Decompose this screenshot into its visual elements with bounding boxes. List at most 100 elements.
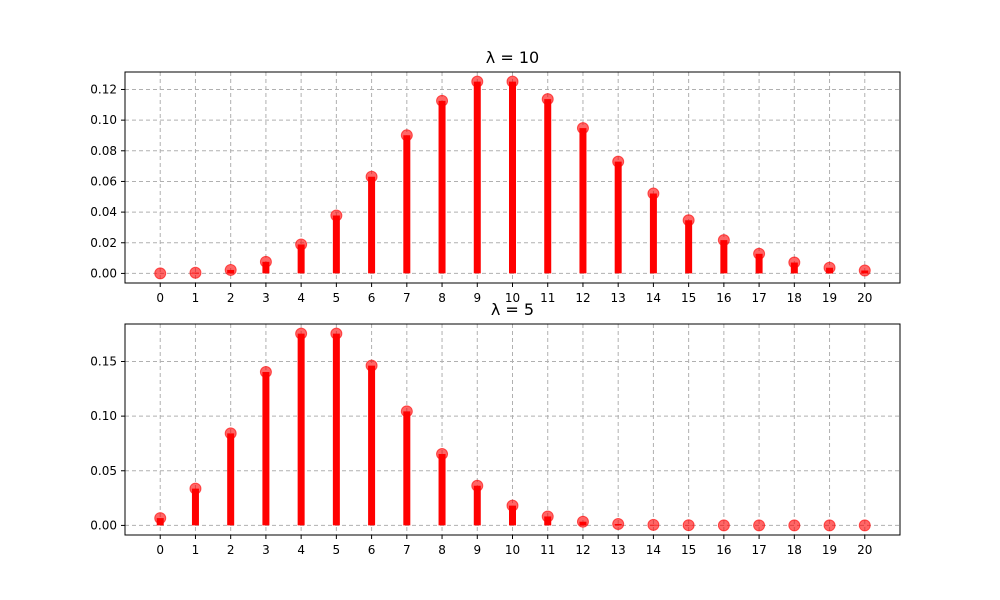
stem-marker [365,359,378,372]
x-tick-label: 8 [438,543,446,557]
y-tick-label: 0.00 [90,518,117,532]
y-tick-label: 0.10 [90,113,117,127]
stem-marker [259,255,272,268]
x-tick-label: 20 [857,543,872,557]
stem-marker [295,327,308,340]
x-tick-label: 17 [751,543,766,557]
x-tick-label: 1 [192,543,200,557]
x-tick-label: 9 [473,291,481,305]
x-tick-label: 16 [716,543,731,557]
stem-marker [647,518,660,531]
stem-marker [753,247,766,260]
x-tick-label: 4 [297,543,305,557]
x-tick-label: 10 [505,291,520,305]
stem-marker [717,519,730,532]
chart-title: λ = 5 [491,300,534,319]
x-tick-label: 19 [822,291,837,305]
chart-lambda-5: 0 1 2 3 4 5 6 7 8 9 10 11 12 13 14 15 16 17 18 19 200.000.05… [90,300,901,557]
y-tick-label: 0.08 [90,144,117,158]
stem-marker [788,519,801,532]
x-tick-label: 11 [540,543,555,557]
x-tick-label: 8 [438,291,446,305]
x-tick-label: 0 [156,291,164,305]
x-tick-label: 2 [227,291,235,305]
stem-marker [612,155,625,168]
stem-marker [823,261,836,274]
stem-marker [541,93,554,106]
stem-marker [471,479,484,492]
x-tick-label: 16 [716,291,731,305]
x-tick-label: 18 [787,543,802,557]
stem-marker [612,517,625,530]
stem-marker [788,256,801,269]
stem-marker [154,512,167,525]
x-tick-label: 3 [262,291,270,305]
y-tick-label: 0.00 [90,266,117,280]
stem-marker [506,499,519,512]
y-tick-label: 0.04 [90,205,117,219]
stem-marker [365,170,378,183]
x-tick-label: 1 [192,291,200,305]
stem-marker [682,214,695,227]
x-tick-label: 17 [751,291,766,305]
data-marks [154,75,871,280]
stem-marker [647,187,660,200]
stem-marker [436,448,449,461]
y-tick-label: 0.05 [90,464,117,478]
stem-marker [224,263,237,276]
stem-marker [576,122,589,135]
y-tick-label: 0.02 [90,236,117,250]
stem-marker [154,267,167,280]
x-tick-label: 12 [575,291,590,305]
stem-marker [682,519,695,532]
stem-marker [753,519,766,532]
y-tick-label: 0.12 [90,82,117,96]
x-tick-label: 6 [368,291,376,305]
x-tick-label: 15 [681,291,696,305]
stem-marker [541,510,554,523]
x-tick-label: 11 [540,291,555,305]
y-tick-label: 0.06 [90,174,117,188]
x-tick-label: 3 [262,543,270,557]
x-tick-label: 18 [787,291,802,305]
x-tick-label: 0 [156,543,164,557]
x-tick-label: 19 [822,543,837,557]
x-tick-label: 10 [505,543,520,557]
stem-marker [506,75,519,88]
y-tick-label: 0.10 [90,409,117,423]
x-tick-label: 7 [403,291,411,305]
x-tick-label: 4 [297,291,305,305]
stem-marker [189,266,202,279]
x-tick-label: 20 [857,291,872,305]
stem-marker [576,515,589,528]
x-tick-label: 5 [333,291,341,305]
stem-marker [189,482,202,495]
stem-marker [295,238,308,251]
stem-marker [858,519,871,532]
chart-title: λ = 10 [486,48,539,67]
stem-marker [436,94,449,107]
stem-marker [471,75,484,88]
x-tick-label: 14 [646,291,661,305]
stem-marker [330,209,343,222]
x-tick-label: 9 [473,543,481,557]
x-tick-label: 15 [681,543,696,557]
stem-marker [400,129,413,142]
x-tick-label: 7 [403,543,411,557]
stem-marker [717,234,730,247]
stem-marker [330,327,343,340]
stem-marker [858,264,871,277]
stem-marker [259,365,272,378]
x-tick-label: 13 [611,543,626,557]
x-tick-label: 5 [333,543,341,557]
x-tick-label: 12 [575,543,590,557]
x-tick-label: 2 [227,543,235,557]
x-tick-label: 14 [646,543,661,557]
y-tick-label: 0.15 [90,354,117,368]
data-marks [154,327,871,532]
stem-marker [400,405,413,418]
chart-lambda-10: 0 1 2 3 4 5 6 7 8 9 10 11 12 13 14 15 16 17 18 19 200.000.02… [90,48,901,305]
stem-marker [224,427,237,440]
x-tick-label: 13 [611,291,626,305]
